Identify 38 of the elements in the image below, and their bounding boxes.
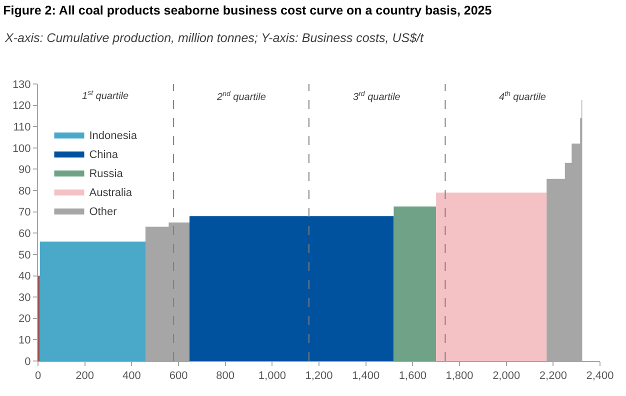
y-tick-label: 0 xyxy=(24,356,31,368)
y-tick-label: 130 xyxy=(12,78,31,91)
chart-subtitle: X-axis: Cumulative production, million tonnes; Y-axis: Business costs, US$/t xyxy=(4,31,424,45)
annotation: 3$^{rd}$ quartile xyxy=(353,90,401,104)
x-tick-label: 800 xyxy=(216,370,235,382)
y-tick-label: 40 xyxy=(18,270,31,283)
y-tick-label: 120 xyxy=(12,100,31,112)
x-tick-label: 200 xyxy=(76,370,94,382)
y-tick-label: 110 xyxy=(13,121,31,134)
legend-label: Indonesia xyxy=(89,130,138,142)
y-tick-label: 10 xyxy=(18,334,31,347)
annotation: 1$^{st}$ quartile xyxy=(82,90,130,102)
legend-label: Other xyxy=(89,206,118,218)
y-tick-label: 80 xyxy=(18,185,31,198)
legend-label: Russia xyxy=(89,168,124,180)
y-tick-label: 60 xyxy=(18,228,31,240)
chart-title: Figure 2: All coal products seaborne business cost curve on a country basis, 2025 xyxy=(3,4,492,18)
x-tick-label: 600 xyxy=(169,370,188,382)
legend-label: Australia xyxy=(89,186,133,199)
x-tick-label: 1,400 xyxy=(352,370,380,382)
x-tick-label: 2,400 xyxy=(586,370,614,382)
x-tick-label: 1,600 xyxy=(398,370,426,382)
x-tick-label: 2,200 xyxy=(539,370,567,382)
x-tick-label: 400 xyxy=(122,370,141,382)
y-tick-label: 70 xyxy=(18,206,31,219)
y-tick-label: 100 xyxy=(12,142,31,155)
annotation: 4$^{th}$ quartile xyxy=(499,90,546,104)
x-tick-label: 1,000 xyxy=(258,370,286,382)
x-tick-label: 1,800 xyxy=(446,370,474,382)
y-tick-label: 20 xyxy=(18,313,31,326)
x-tick-label: 0 xyxy=(34,370,42,382)
annotation: 2$^{nd}$ quartile xyxy=(216,90,266,104)
y-tick-label: 50 xyxy=(18,249,31,262)
legend-label: China xyxy=(89,148,119,161)
x-tick-label: 2,000 xyxy=(492,370,520,382)
y-tick-label: 30 xyxy=(18,292,31,304)
y-tick-label: 90 xyxy=(18,164,31,176)
x-tick-label: 1,200 xyxy=(305,370,333,382)
